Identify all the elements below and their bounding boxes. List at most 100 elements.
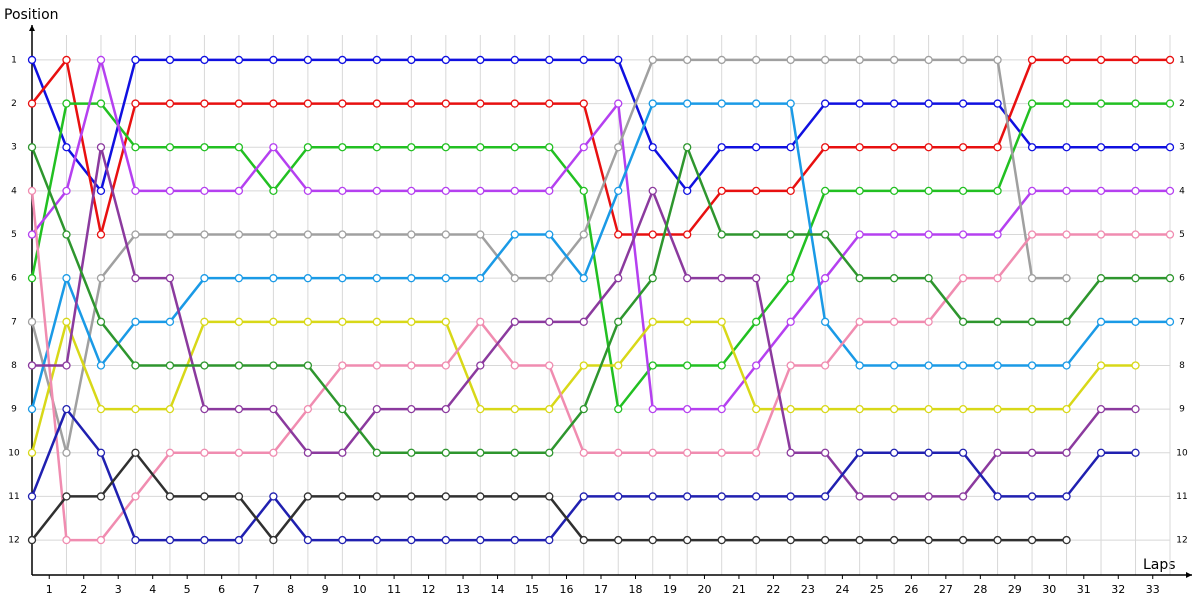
point xyxy=(924,448,933,457)
point xyxy=(407,404,416,414)
point xyxy=(269,230,278,239)
point xyxy=(372,404,381,414)
point xyxy=(372,274,381,283)
point xyxy=(786,99,795,108)
point xyxy=(1165,317,1175,326)
point xyxy=(510,361,519,370)
point xyxy=(855,492,864,501)
point xyxy=(821,492,830,501)
point xyxy=(27,99,37,108)
point xyxy=(441,143,450,152)
point xyxy=(200,55,209,65)
y-tick-label: 1 xyxy=(1179,55,1185,65)
x-tick-label: 6 xyxy=(218,583,225,596)
point xyxy=(338,230,347,239)
point xyxy=(338,99,347,108)
point xyxy=(165,143,175,152)
point xyxy=(62,230,71,239)
point xyxy=(476,230,485,239)
point xyxy=(1062,404,1071,414)
point xyxy=(614,274,623,283)
point xyxy=(234,361,244,370)
point xyxy=(303,143,313,152)
point xyxy=(648,361,657,370)
point xyxy=(234,274,244,283)
x-tick-label: 27 xyxy=(939,583,953,596)
point xyxy=(200,186,209,196)
point xyxy=(821,535,830,545)
point xyxy=(96,535,106,545)
point xyxy=(1131,274,1140,283)
point xyxy=(752,492,761,501)
point xyxy=(614,143,623,152)
x-tick-label: 2 xyxy=(80,583,87,596)
point xyxy=(1096,274,1106,283)
point xyxy=(752,99,761,108)
point xyxy=(786,361,795,370)
point xyxy=(924,186,933,196)
point xyxy=(1131,230,1140,239)
point xyxy=(303,55,313,65)
point xyxy=(1062,274,1071,283)
y-tick-label: 2 xyxy=(1179,99,1185,109)
point xyxy=(407,230,416,239)
point xyxy=(924,361,933,370)
point xyxy=(855,274,864,283)
point xyxy=(234,186,244,196)
y-tick-label: 10 xyxy=(8,448,20,458)
point xyxy=(1062,230,1071,239)
x-tick-label: 13 xyxy=(456,583,470,596)
point xyxy=(165,99,175,108)
point xyxy=(1062,535,1071,545)
point xyxy=(993,274,1002,283)
point xyxy=(96,186,106,196)
y-tick-label: 3 xyxy=(11,143,17,153)
point xyxy=(1131,186,1140,196)
point xyxy=(993,317,1002,326)
point xyxy=(441,274,450,283)
point xyxy=(1131,99,1140,108)
point xyxy=(407,186,416,196)
point xyxy=(614,230,623,239)
point xyxy=(1062,143,1071,152)
point xyxy=(752,404,761,414)
point xyxy=(993,143,1002,152)
point xyxy=(1131,404,1140,414)
x-tick-label: 12 xyxy=(422,583,436,596)
point xyxy=(1131,448,1140,457)
point xyxy=(924,230,933,239)
point xyxy=(993,492,1002,501)
x-tick-label: 21 xyxy=(732,583,746,596)
y-tick-label: 4 xyxy=(11,186,17,196)
point xyxy=(407,143,416,152)
x-axis-label: Laps xyxy=(1143,557,1176,573)
x-tick-label: 1 xyxy=(46,583,53,596)
point xyxy=(1027,317,1037,326)
point xyxy=(338,317,347,326)
x-tick-label: 29 xyxy=(1008,583,1022,596)
point xyxy=(269,317,278,326)
point xyxy=(717,404,726,414)
point xyxy=(958,448,968,457)
point xyxy=(27,186,37,196)
point xyxy=(476,448,485,457)
point xyxy=(27,143,37,152)
point xyxy=(1027,448,1037,457)
point xyxy=(1027,143,1037,152)
point xyxy=(303,492,313,501)
point xyxy=(579,274,588,283)
point xyxy=(579,230,588,239)
x-tick-label: 4 xyxy=(149,583,156,596)
point xyxy=(924,492,933,501)
point xyxy=(269,448,278,457)
point xyxy=(752,317,761,326)
point xyxy=(62,317,71,326)
point xyxy=(269,143,278,152)
point xyxy=(510,55,519,65)
y-axis-arrow xyxy=(29,25,35,31)
point xyxy=(476,317,485,326)
point xyxy=(476,99,485,108)
point xyxy=(545,230,554,239)
x-tick-label: 32 xyxy=(1111,583,1125,596)
point xyxy=(579,317,588,326)
